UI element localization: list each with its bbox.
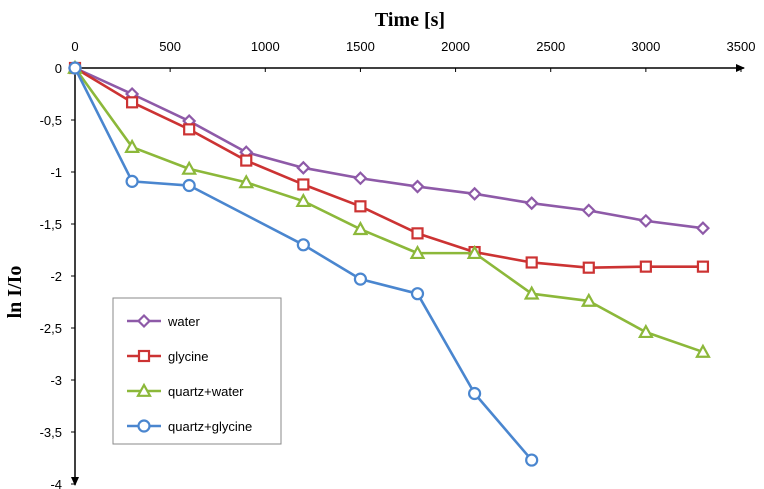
data-point [238, 174, 255, 189]
data-point [581, 203, 596, 218]
data-point [696, 260, 710, 273]
series-line [74, 66, 704, 230]
data-point [125, 174, 139, 188]
y-tick-label: -3,5 [40, 425, 62, 440]
y-tick-label: -2 [50, 269, 62, 284]
data-point [695, 343, 711, 358]
data-point [296, 160, 311, 175]
data-point [295, 192, 312, 208]
data-point [466, 244, 483, 260]
data-point [468, 386, 482, 401]
y-tick-label: -1,5 [40, 217, 62, 232]
x-tick-label: 500 [159, 39, 181, 54]
y-axis-title: ln I/Io [4, 266, 26, 319]
y-tick-label: -2,5 [40, 321, 62, 336]
data-point [582, 261, 595, 274]
legend-item: water [127, 313, 200, 329]
data-point [580, 292, 597, 307]
data-point [124, 138, 140, 153]
legend-label: quartz+glycine [168, 419, 252, 434]
legend-items: water glycine quartz+water quartz+glycine [127, 313, 252, 434]
data-point [409, 244, 426, 260]
data-point [182, 178, 196, 193]
legend-label: quartz+water [168, 384, 244, 399]
data-point [183, 123, 196, 136]
x-ticks: 0 500 1000 1500 2000 2500 3000 3500 [71, 39, 755, 72]
x-tick-label: 1000 [251, 39, 280, 54]
legend-marker [137, 419, 151, 433]
legend-item: quartz+glycine [127, 419, 252, 434]
x-tick-label: 1500 [346, 39, 375, 54]
y-tick-label: 0 [55, 61, 62, 76]
data-point [354, 200, 367, 213]
data-point [352, 220, 369, 236]
data-point [523, 285, 540, 300]
y-ticks: 0 -0,5 -1 -1,5 -2 -2,5 -3 -3,5 -4 [40, 61, 75, 489]
data-point [68, 61, 82, 75]
series-line [74, 66, 703, 269]
y-tick-label: -1 [50, 165, 62, 180]
series-line [73, 67, 533, 461]
data-point [637, 323, 654, 339]
x-tick-label: 2000 [441, 39, 470, 54]
data-point [125, 96, 139, 109]
legend: water glycine quartz+water quartz+glycine [112, 297, 282, 445]
legend-label: water [167, 314, 200, 329]
data-point [638, 213, 653, 228]
y-tick-label: -3 [50, 373, 62, 388]
legend-label: glycine [168, 349, 208, 364]
data-point [240, 154, 253, 167]
data-point [467, 186, 482, 201]
legend-item: glycine [127, 349, 208, 364]
data-point [639, 260, 652, 273]
y-tick-label: -0,5 [40, 113, 62, 128]
data-point [181, 160, 198, 175]
data-point [353, 171, 368, 186]
data-point [410, 179, 425, 194]
x-tick-label: 0 [71, 39, 78, 54]
legend-marker [136, 382, 152, 397]
x-tick-label: 2500 [536, 39, 565, 54]
legend-marker [136, 313, 152, 329]
series-line [73, 67, 704, 354]
x-tick-label: 3000 [631, 39, 660, 54]
x-axis-title: Time [s] [375, 9, 445, 31]
y-tick-label: -4 [50, 477, 62, 489]
x-tick-label: 3500 [727, 39, 756, 54]
data-point [411, 227, 424, 240]
data-point [296, 238, 310, 252]
legend-item: quartz+water [127, 382, 244, 399]
series-quartz-glycine [68, 61, 539, 467]
data-point [525, 453, 539, 467]
legend-marker [137, 349, 151, 363]
data-point [695, 221, 710, 236]
series-layer [67, 59, 711, 467]
data-point [524, 196, 539, 211]
series-water [67, 60, 710, 236]
data-point [353, 272, 368, 286]
data-point [525, 256, 538, 269]
data-point [410, 287, 425, 301]
data-point [297, 178, 310, 191]
